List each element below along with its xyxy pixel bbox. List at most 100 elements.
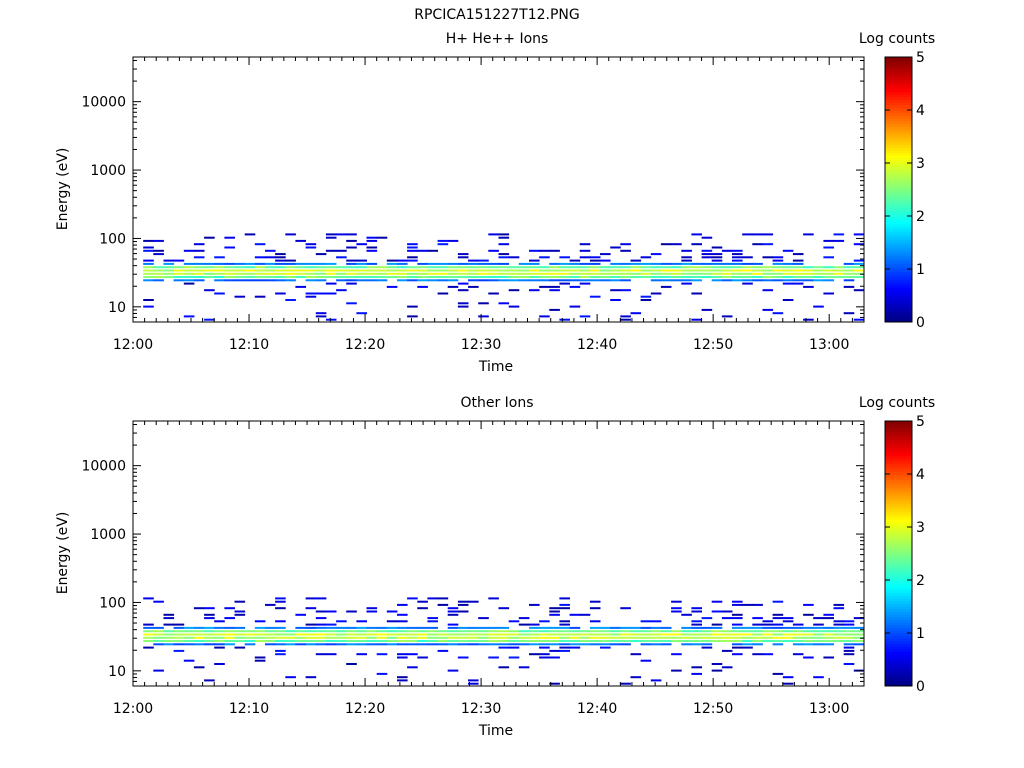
heatmap-cell: [193, 279, 205, 282]
colorbar-segment: [885, 460, 912, 464]
colorbar-segment: [885, 292, 912, 296]
heatmap-cell: [691, 672, 702, 675]
heatmap-cell: [153, 272, 164, 275]
heatmap-cell: [853, 318, 865, 321]
heatmap-cell: [640, 630, 652, 633]
colorbar-segment: [885, 284, 912, 289]
heatmap-cell: [295, 262, 306, 265]
heatmap-cell: [823, 633, 834, 636]
colorbar-segment: [885, 524, 912, 528]
heatmap-cell: [742, 256, 753, 259]
heatmap-cell: [701, 308, 713, 311]
heatmap-cell: [397, 676, 408, 679]
heatmap-cell: [559, 649, 570, 652]
heatmap-cell: [275, 256, 286, 259]
heatmap-cell: [214, 292, 225, 295]
heatmap-cell: [457, 656, 469, 659]
colorbar-segment: [885, 208, 912, 212]
heatmap-cell: [813, 266, 824, 269]
heatmap-cell: [559, 597, 570, 600]
heatmap-cell: [782, 620, 794, 623]
x-tick-label: 12:40: [577, 337, 617, 353]
heatmap-cell: [417, 636, 428, 639]
heatmap-cell: [498, 272, 510, 275]
heatmap-cell: [153, 279, 164, 282]
heatmap-cell: [325, 262, 337, 265]
heatmap-cell: [508, 620, 520, 623]
heatmap-cell: [315, 312, 327, 315]
heatmap-cell: [224, 626, 235, 629]
heatmap-cell: [498, 643, 510, 646]
heatmap-cell: [518, 617, 530, 620]
heatmap-cell: [336, 276, 347, 278]
heatmap-cell: [498, 243, 510, 246]
heatmap-cell: [721, 633, 733, 636]
heatmap-cell: [823, 279, 834, 282]
heatmap-cell: [214, 266, 225, 269]
heatmap-cell: [518, 643, 530, 646]
heatmap-cell: [742, 262, 753, 265]
heatmap-cell: [701, 256, 713, 259]
heatmap-cell: [671, 610, 682, 613]
heatmap-cell: [549, 308, 560, 311]
heatmap-cell: [711, 640, 723, 642]
colorbar-segment: [885, 311, 912, 315]
heatmap-cell: [681, 626, 692, 629]
colorbar-segment: [885, 617, 912, 621]
heatmap-cell: [204, 633, 215, 636]
heatmap-cell: [803, 630, 814, 633]
heatmap-cell: [366, 239, 378, 242]
heatmap-cell: [295, 239, 306, 242]
heatmap-cell: [153, 636, 164, 639]
colorbar-segment: [885, 505, 912, 509]
heatmap-cell: [224, 269, 235, 272]
heatmap-cell: [681, 613, 692, 616]
heatmap-cell: [660, 243, 672, 246]
colorbar-segment: [885, 468, 912, 472]
colorbar-segment: [885, 184, 912, 188]
heatmap-cell: [265, 643, 276, 646]
colorbar-segment: [885, 59, 912, 63]
heatmap-cell: [589, 269, 601, 272]
heatmap-cell: [589, 640, 601, 642]
heatmap-cell: [407, 269, 418, 272]
heatmap-cell: [457, 643, 469, 646]
heatmap-cell: [813, 269, 824, 272]
heatmap-cell: [732, 253, 743, 256]
heatmap-cell: [407, 643, 418, 646]
colorbar-segment: [885, 141, 912, 145]
heatmap-cell: [183, 636, 195, 639]
heatmap-cell: [529, 653, 540, 656]
colorbar-segment: [885, 601, 912, 605]
heatmap-cell: [437, 636, 449, 639]
heatmap-cell: [549, 276, 560, 278]
heatmap-cell: [559, 318, 570, 321]
heatmap-cell: [366, 610, 378, 613]
heatmap-cell: [407, 256, 418, 259]
heatmap-cell: [224, 630, 235, 633]
heatmap-cell: [366, 626, 378, 629]
heatmap-cell: [559, 643, 570, 646]
heatmap-cell: [204, 266, 215, 269]
y-axis-ticks: 10 100 1000 10000: [81, 423, 864, 687]
heatmap-cell: [356, 272, 367, 275]
heatmap-cell: [447, 636, 459, 639]
heatmap-cell: [508, 256, 520, 259]
colorbar-segment: [885, 519, 912, 523]
heatmap-cell: [681, 636, 692, 639]
heatmap-cell: [792, 653, 804, 656]
heatmap-cell: [620, 289, 631, 292]
colorbar-tick-label: 5: [916, 50, 925, 66]
heatmap-cell: [762, 266, 774, 269]
heatmap-cell: [660, 262, 672, 265]
heatmap-cell: [600, 253, 611, 256]
heatmap-cell: [620, 640, 631, 642]
heatmap-cell: [325, 282, 337, 285]
colorbar-segment: [885, 444, 912, 448]
heatmap-cell: [457, 626, 469, 629]
heatmap-cell: [143, 249, 154, 252]
heatmap-cell: [457, 289, 469, 292]
colorbar-segment: [885, 170, 912, 175]
heatmap-cell: [691, 620, 702, 623]
heatmap-cell: [417, 600, 428, 603]
